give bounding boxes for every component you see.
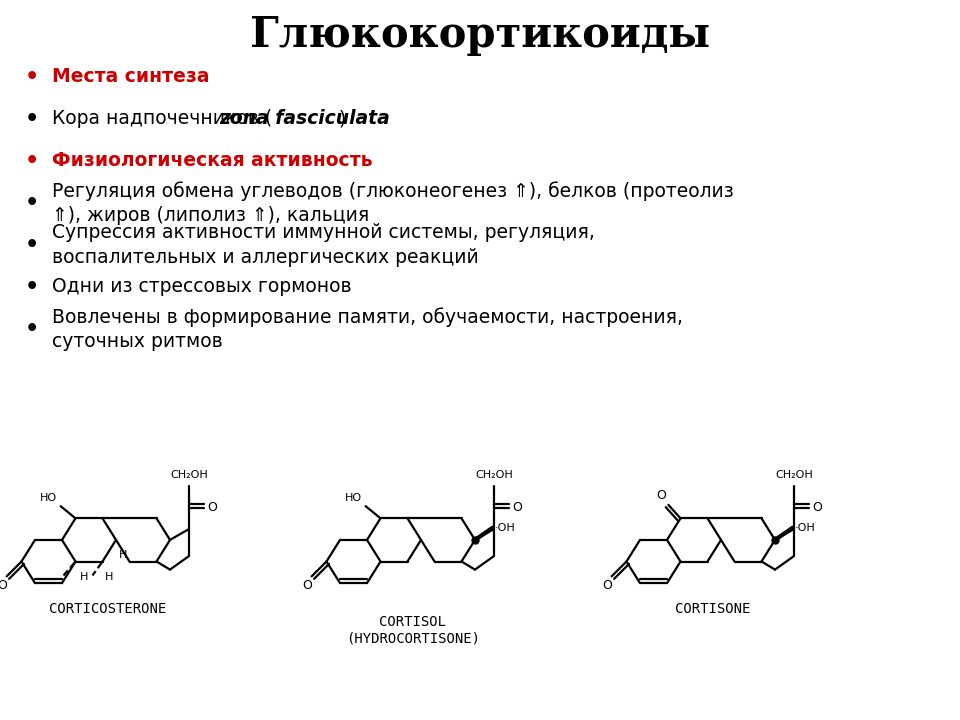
Text: (HYDROCORTISONE): (HYDROCORTISONE) [346, 631, 480, 646]
Text: HO: HO [40, 493, 58, 503]
Text: O: O [0, 579, 8, 592]
Text: O: O [656, 489, 665, 502]
Text: O: O [302, 579, 313, 592]
Text: CH₂OH: CH₂OH [475, 470, 513, 480]
Text: HO: HO [346, 493, 363, 503]
Text: zona fasciculata: zona fasciculata [220, 109, 390, 128]
Text: •: • [25, 235, 39, 255]
Text: Кора надпочечников (: Кора надпочечников ( [52, 109, 273, 128]
Text: CORTISOL: CORTISOL [379, 616, 446, 629]
Text: ): ) [338, 109, 346, 128]
Text: Вовлечены в формирование памяти, обучаемости, настроения,
суточных ритмов: Вовлечены в формирование памяти, обучаем… [52, 307, 683, 351]
Text: O: O [207, 501, 217, 514]
Text: Одни из стрессовых гормонов: Одни из стрессовых гормонов [52, 277, 351, 297]
Text: •: • [25, 109, 39, 129]
Text: Места синтеза: Места синтеза [52, 68, 209, 86]
Text: CORTICOSTERONE: CORTICOSTERONE [49, 602, 166, 616]
Text: ·OH: ·OH [795, 523, 816, 533]
Text: Супрессия активности иммунной системы, регуляция,
воспалительных и аллергических: Супрессия активности иммунной системы, р… [52, 223, 595, 266]
Text: ·OH: ·OH [495, 523, 516, 533]
Text: Регуляция обмена углеводов (глюконеогенез ⇑), белков (протеолиз
⇑), жиров (липол: Регуляция обмена углеводов (глюконеогене… [52, 181, 733, 225]
Text: O: O [512, 501, 522, 514]
Text: •: • [25, 67, 39, 87]
Text: Глюкокортикоиды: Глюкокортикоиды [250, 14, 710, 56]
Text: CORTISONE: CORTISONE [675, 602, 751, 616]
Text: CH₂OH: CH₂OH [170, 470, 207, 480]
Text: •: • [25, 193, 39, 213]
Text: •: • [25, 277, 39, 297]
Text: CH₂OH: CH₂OH [775, 470, 813, 480]
Text: •: • [25, 319, 39, 339]
Text: H: H [80, 572, 88, 582]
Text: H: H [119, 550, 128, 560]
Text: O: O [603, 579, 612, 592]
Text: •: • [25, 151, 39, 171]
Text: O: O [812, 501, 822, 514]
Text: Физиологическая активность: Физиологическая активность [52, 151, 372, 171]
Text: H: H [105, 572, 113, 582]
